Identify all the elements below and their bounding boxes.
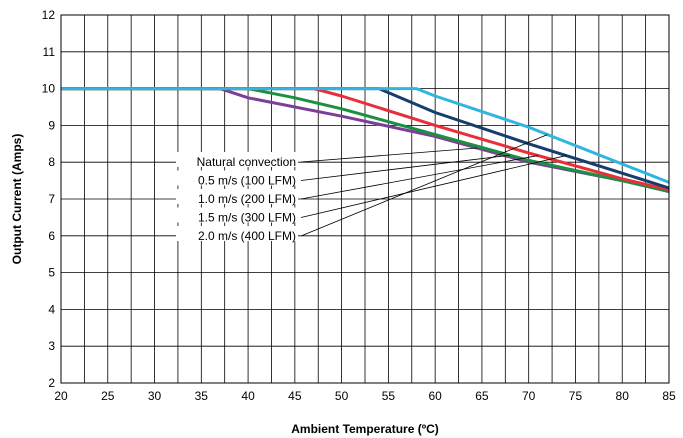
- x-tick-label: 70: [522, 389, 536, 403]
- x-tick-label: 45: [288, 389, 302, 403]
- y-tick-label: 4: [48, 302, 55, 316]
- annotation-bg: [176, 189, 298, 204]
- annotation-bg: [176, 207, 298, 223]
- annotation-label: 2.0 m/s (400 LFM): [198, 229, 296, 243]
- y-tick-label: 5: [48, 266, 55, 280]
- annotation-label: 0.5 m/s (100 LFM): [198, 174, 296, 188]
- y-tick-label: 9: [48, 118, 55, 132]
- x-tick-label: 85: [662, 389, 676, 403]
- y-tick-label: 11: [43, 45, 56, 59]
- x-tick-label: 35: [195, 389, 209, 403]
- x-tick-label: 60: [428, 389, 442, 403]
- x-axis-title: Ambient Temperature (ºC): [291, 422, 439, 436]
- x-tick-label: 75: [569, 389, 583, 403]
- annotation-leader: [300, 154, 511, 181]
- annotation-label: Natural convection: [197, 155, 296, 169]
- y-axis-title: Output Current (Amps): [10, 134, 24, 265]
- annotation-label: 1.5 m/s (300 LFM): [198, 211, 296, 225]
- x-tick-label: 30: [148, 389, 162, 403]
- tick-labels: 20 25 30 35 40 45 50 55 60 65 70 75 80 85234567891011…: [42, 8, 676, 403]
- annotation-label: 1.0 m/s (200 LFM): [198, 192, 296, 206]
- y-tick-label: 10: [42, 82, 56, 96]
- series-lines: [61, 87, 670, 194]
- y-tick-label: 7: [48, 192, 55, 206]
- x-tick-label: 55: [382, 389, 396, 403]
- y-tick-label: 6: [48, 229, 55, 243]
- x-tick-label: 65: [475, 389, 489, 403]
- x-tick-label: 80: [616, 389, 630, 403]
- plot-frame: [60, 14, 670, 384]
- y-tick-label: 8: [48, 155, 55, 169]
- y-tick-label: 12: [42, 8, 56, 22]
- x-tick-label: 25: [101, 389, 115, 403]
- x-tick-label: 20: [54, 389, 68, 403]
- series-line-4: [61, 87, 670, 184]
- y-tick-label: 3: [48, 339, 55, 353]
- x-tick-label: 50: [335, 389, 349, 403]
- y-tick-label: 2: [48, 376, 55, 390]
- annotation-bg: [176, 152, 298, 167]
- annotation-leader: [300, 134, 548, 237]
- series-line-1: [61, 87, 670, 194]
- annotation-bg: [176, 170, 298, 186]
- annotation-leader: [300, 155, 539, 200]
- annotation-bg: [176, 226, 298, 241]
- annotations: Natural convection 0.5 m/s (100 LFM) 1.0 m…: [176, 134, 567, 243]
- annotation-leader: [300, 155, 567, 218]
- annotation-leader: [300, 147, 478, 163]
- x-tick-label: 40: [241, 389, 255, 403]
